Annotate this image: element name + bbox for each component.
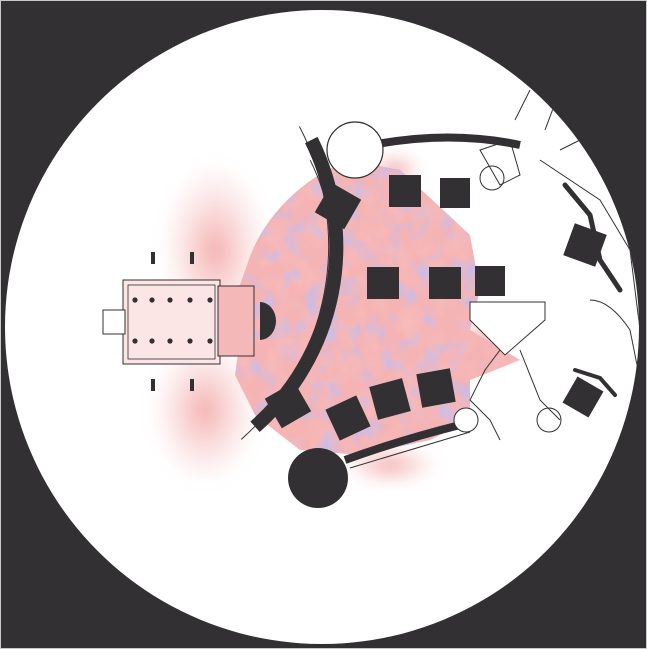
square-block-icon (389, 175, 421, 207)
bottom-wall (343, 421, 461, 464)
column (167, 338, 173, 344)
square-block-icon (475, 266, 505, 296)
square-block-icon (416, 368, 456, 408)
square-block-icon (264, 381, 312, 429)
square-block-icon (369, 378, 411, 420)
round-tower-icon (326, 121, 384, 179)
bottom-wall-line (349, 431, 471, 469)
square-block-icon (562, 376, 604, 418)
church-floorplan (102, 252, 255, 391)
pier (190, 252, 194, 264)
square-block-icon (429, 267, 461, 299)
square-block-icon (314, 182, 362, 230)
column (187, 338, 193, 344)
round-tower-icon (453, 407, 479, 433)
round-tower-icon (479, 165, 505, 191)
pier (190, 379, 194, 391)
round-tower-icon (288, 448, 348, 508)
square-block-icon (367, 267, 399, 299)
pier (151, 252, 155, 264)
column (132, 297, 138, 303)
apse (260, 302, 276, 340)
column (207, 338, 213, 344)
building-blocks (264, 175, 607, 441)
pier (151, 379, 155, 391)
column (149, 297, 155, 303)
round-tower-icon (536, 407, 562, 433)
square-block-icon (325, 395, 371, 441)
column (207, 297, 213, 303)
square-block-icon (440, 178, 470, 208)
column (149, 338, 155, 344)
curved-walls (240, 121, 562, 508)
column (132, 338, 138, 344)
column (187, 297, 193, 303)
urban-outline (469, 89, 639, 441)
column (167, 297, 173, 303)
